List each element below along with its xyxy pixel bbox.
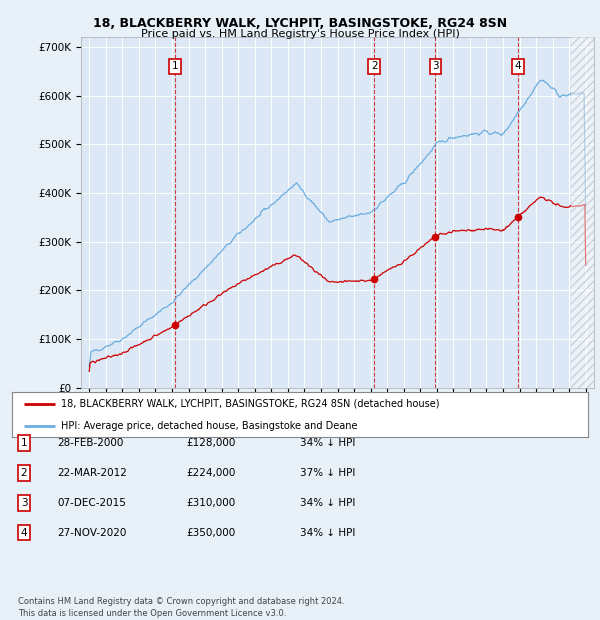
Text: 1: 1 [172,61,178,71]
Text: £350,000: £350,000 [186,528,235,538]
Text: 3: 3 [432,61,439,71]
Text: This data is licensed under the Open Government Licence v3.0.: This data is licensed under the Open Gov… [18,608,286,618]
Text: £128,000: £128,000 [186,438,235,448]
Text: Price paid vs. HM Land Registry's House Price Index (HPI): Price paid vs. HM Land Registry's House … [140,29,460,39]
Text: 2: 2 [20,468,28,478]
Text: 1: 1 [20,438,28,448]
Text: HPI: Average price, detached house, Basingstoke and Deane: HPI: Average price, detached house, Basi… [61,421,358,431]
Text: 2: 2 [371,61,377,71]
Text: £310,000: £310,000 [186,498,235,508]
Text: 3: 3 [20,498,28,508]
Text: £224,000: £224,000 [186,468,235,478]
Text: 4: 4 [20,528,28,538]
Text: 07-DEC-2015: 07-DEC-2015 [57,498,126,508]
Text: 18, BLACKBERRY WALK, LYCHPIT, BASINGSTOKE, RG24 8SN: 18, BLACKBERRY WALK, LYCHPIT, BASINGSTOK… [93,17,507,30]
Text: 4: 4 [515,61,521,71]
Text: 34% ↓ HPI: 34% ↓ HPI [300,438,355,448]
Text: 22-MAR-2012: 22-MAR-2012 [57,468,127,478]
Text: 37% ↓ HPI: 37% ↓ HPI [300,468,355,478]
Text: 18, BLACKBERRY WALK, LYCHPIT, BASINGSTOKE, RG24 8SN (detached house): 18, BLACKBERRY WALK, LYCHPIT, BASINGSTOK… [61,399,439,409]
Text: Contains HM Land Registry data © Crown copyright and database right 2024.: Contains HM Land Registry data © Crown c… [18,597,344,606]
Text: 34% ↓ HPI: 34% ↓ HPI [300,528,355,538]
Text: 34% ↓ HPI: 34% ↓ HPI [300,498,355,508]
Text: 28-FEB-2000: 28-FEB-2000 [57,438,124,448]
Text: 27-NOV-2020: 27-NOV-2020 [57,528,127,538]
